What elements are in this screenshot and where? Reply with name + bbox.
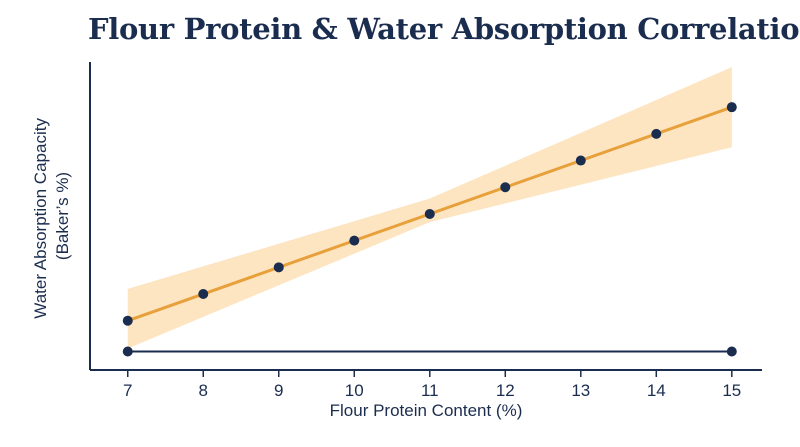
baseline-point [122, 346, 133, 357]
x-tick-label: 13 [571, 381, 590, 400]
data-point [122, 315, 133, 326]
x-tick-label: 15 [722, 381, 741, 400]
x-axis-label: Flour Protein Content (%) [330, 401, 523, 420]
data-point [349, 235, 360, 246]
data-point [575, 155, 586, 166]
chart-title: Flour Protein & Water Absorption Correla… [88, 12, 800, 46]
x-tick-label: 10 [345, 381, 364, 400]
data-point [500, 182, 511, 193]
y-axis-label-line-2: (Baker’s %) [53, 172, 72, 260]
data-point [198, 289, 209, 300]
x-tick-label: 7 [123, 381, 132, 400]
data-point [726, 102, 737, 113]
y-axis-label-line-1: Water Absorption Capacity [31, 118, 50, 319]
x-tick-label: 12 [496, 381, 515, 400]
confidence-band [127, 67, 732, 349]
x-tick-label: 8 [199, 381, 208, 400]
baseline-point [726, 346, 737, 357]
y-axis-label: Water Absorption Capacity (Baker’s %) [31, 113, 72, 318]
x-tick-label: 11 [421, 381, 439, 400]
x-tick-label: 9 [274, 381, 283, 400]
x-tick-label: 14 [647, 381, 666, 400]
data-point [424, 208, 435, 219]
data-point [273, 262, 284, 273]
data-point [651, 128, 662, 139]
